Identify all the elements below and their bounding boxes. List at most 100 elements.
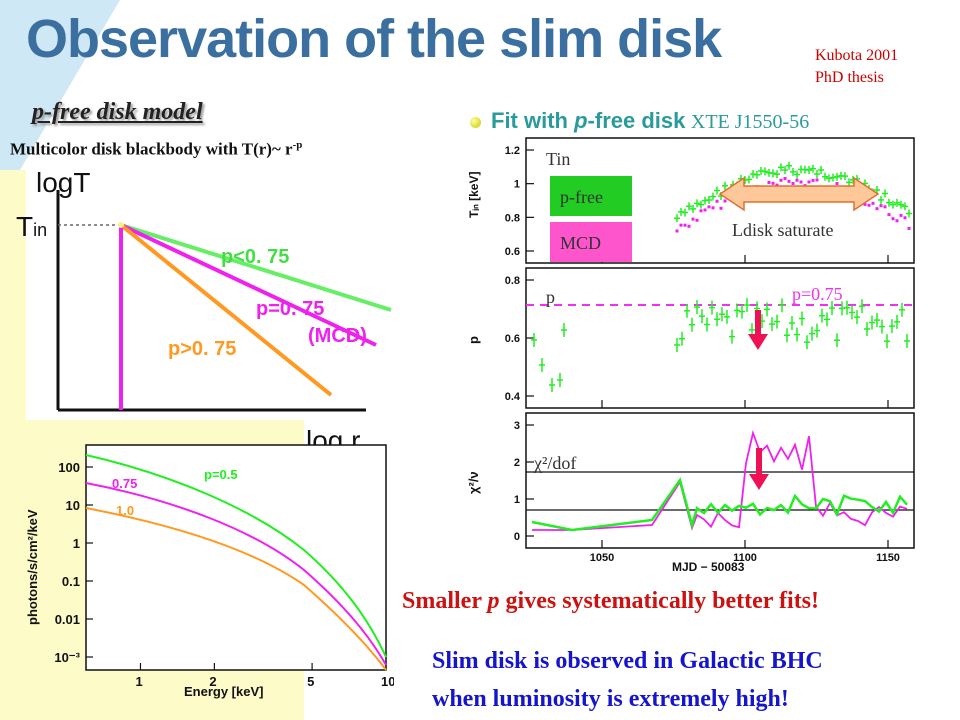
tin-mcd-point bbox=[787, 179, 791, 183]
legend-p10: 1.0 bbox=[116, 503, 134, 518]
tin-mcd-point bbox=[887, 213, 891, 217]
label-p-mcd: p=0. 75 bbox=[256, 298, 324, 320]
subtitle: p-free disk model bbox=[32, 99, 203, 126]
spectrum-y-tick-label: 100 bbox=[58, 460, 80, 475]
curve-p05 bbox=[85, 454, 387, 658]
tin-mcd-point bbox=[683, 223, 687, 227]
panel-y-tick-label: 0.6 bbox=[505, 246, 520, 258]
spectrum-x-tick-label: 1 bbox=[135, 674, 142, 689]
subtitle-italic: p bbox=[32, 99, 44, 125]
y-axis-label: logT bbox=[36, 170, 90, 198]
curve-p075 bbox=[85, 482, 387, 666]
spectrum-ticks: 1 2 5 10 100 10 1 0.1 0.01 10⁻³ bbox=[54, 460, 394, 689]
fit-italic: p bbox=[574, 108, 588, 133]
tin-mcd-point bbox=[767, 180, 771, 184]
tin-mcd-point bbox=[707, 205, 711, 209]
tin-mcd-point bbox=[903, 216, 907, 220]
line-p-less bbox=[120, 223, 392, 312]
citation-line: Kubota 2001 bbox=[815, 47, 899, 64]
conclusion-post: gives systematically better fits! bbox=[499, 588, 820, 614]
p-panel bbox=[525, 267, 915, 409]
saturate-label: Ldisk saturate bbox=[732, 220, 833, 240]
conclusion-fits: Smaller p gives systematically better fi… bbox=[402, 588, 819, 615]
arrow-down-icon bbox=[749, 448, 769, 490]
line-p-greater bbox=[119, 223, 333, 397]
tin-mcd-point bbox=[883, 205, 887, 209]
curve-p10 bbox=[85, 507, 387, 671]
spectrum-x-tick-label: 2 bbox=[209, 674, 216, 689]
tin-mcd-point bbox=[891, 217, 895, 221]
p-ylabel: p bbox=[466, 336, 481, 344]
chi-panel bbox=[525, 412, 915, 549]
fit-heading: Fit with p-free disk XTE J1550-56 bbox=[470, 108, 809, 134]
tin-mcd-point bbox=[791, 182, 795, 186]
tin-mcd-point bbox=[863, 202, 867, 206]
tin-mcd-point bbox=[679, 223, 683, 227]
description: Multicolor disk blackbody with T(r)~ r-p bbox=[10, 139, 302, 160]
spectrum-y-tick-label: 1 bbox=[73, 536, 80, 551]
line-p-mcd bbox=[120, 223, 377, 347]
panel-x-tick-label: 1050 bbox=[590, 552, 614, 564]
label-p-less: p<0. 75 bbox=[221, 246, 289, 268]
spectrum-x-tick-label: 5 bbox=[307, 674, 314, 689]
tin-ylabel: Tᵢₙ [keV] bbox=[467, 172, 481, 218]
tin-point bbox=[118, 222, 124, 228]
spectrum-y-tick-label: 10 bbox=[66, 498, 80, 513]
panel-y-tick-label: 0 bbox=[514, 531, 520, 543]
tin-mcd-point bbox=[687, 224, 691, 228]
tin-mcd-point bbox=[799, 180, 803, 184]
tin-mcd-point bbox=[723, 199, 727, 203]
tin-mcd-point bbox=[711, 206, 715, 210]
tin-mcd-point bbox=[771, 181, 775, 185]
legend-mcd-label: MCD bbox=[560, 233, 601, 253]
p-reference-label: p=0.75 bbox=[792, 284, 843, 304]
tin-mcd-point bbox=[815, 178, 819, 182]
fit-source: XTE J1550-56 bbox=[690, 111, 810, 133]
tin-mcd-point bbox=[675, 229, 679, 233]
spectrum-plot: 1 2 5 10 100 10 1 0.1 0.01 10⁻³ p=0.5 0.75 1.0 En… bbox=[25, 444, 394, 699]
conclusion-slim-disk: Slim disk is observed in Galactic BHC wh… bbox=[432, 642, 823, 718]
schematic-axes bbox=[56, 190, 366, 412]
panel-x-tick-label: 1150 bbox=[876, 552, 900, 564]
tin-mcd-point bbox=[867, 203, 871, 207]
legend-pfree-label: p-free bbox=[560, 187, 603, 207]
tin-mcd-point bbox=[775, 183, 779, 187]
mjd-xlabel: MJD − 50083 bbox=[672, 560, 745, 574]
spectrum-y-tick-label: 0.1 bbox=[62, 574, 80, 589]
saturate-arrow bbox=[718, 176, 880, 212]
tin-mcd-point bbox=[835, 182, 839, 186]
tin-mcd-point bbox=[699, 209, 703, 213]
legend-p075: 0.75 bbox=[112, 476, 137, 491]
citation: Kubota 2001 PhD thesis bbox=[815, 45, 898, 89]
legend-p05: p=0.5 bbox=[204, 467, 238, 482]
spectrum-xlabel: Energy [keV] bbox=[184, 684, 263, 699]
tin-mcd-point bbox=[871, 201, 875, 205]
conclusion-pre: Smaller bbox=[402, 588, 488, 614]
tin-panel-label: Tin bbox=[546, 149, 570, 169]
panel-y-tick-label: 3 bbox=[514, 420, 520, 432]
tin-mcd-point bbox=[795, 178, 799, 182]
slide-title: Observation of the slim disk bbox=[26, 9, 722, 69]
spectrum-ylabel: photons/s/cm²/keV bbox=[25, 509, 40, 625]
chi-mcd-series bbox=[532, 429, 908, 531]
chi-panel-label: χ²/dof bbox=[533, 453, 576, 473]
tin-mcd-point bbox=[895, 219, 899, 223]
fit-rest: -free disk bbox=[587, 108, 686, 133]
conclusion-line: Slim disk is observed in Galactic BHC bbox=[432, 648, 823, 674]
tin-mcd-point bbox=[779, 178, 783, 182]
tin-mcd-point bbox=[875, 207, 879, 211]
panel-y-tick-label: 1 bbox=[514, 494, 520, 506]
citation-line: PhD thesis bbox=[815, 69, 884, 86]
panel-y-tick-label: 0.4 bbox=[505, 391, 521, 403]
tin-mcd-point bbox=[907, 226, 911, 230]
conclusion-line: when luminosity is extremely high! bbox=[432, 686, 789, 712]
chi-ylabel: χ²/ν bbox=[466, 471, 481, 494]
conclusion-italic: p bbox=[487, 588, 500, 614]
panel-y-tick-label: 2 bbox=[514, 457, 520, 469]
panel-y-tick-label: 1 bbox=[514, 179, 520, 191]
spectrum-y-tick-label: 0.01 bbox=[55, 612, 80, 627]
tin-mcd-point bbox=[703, 208, 707, 212]
label-p-greater: p>0. 75 bbox=[168, 338, 236, 360]
description-text: Multicolor disk blackbody with T(r)~ r bbox=[10, 139, 293, 159]
